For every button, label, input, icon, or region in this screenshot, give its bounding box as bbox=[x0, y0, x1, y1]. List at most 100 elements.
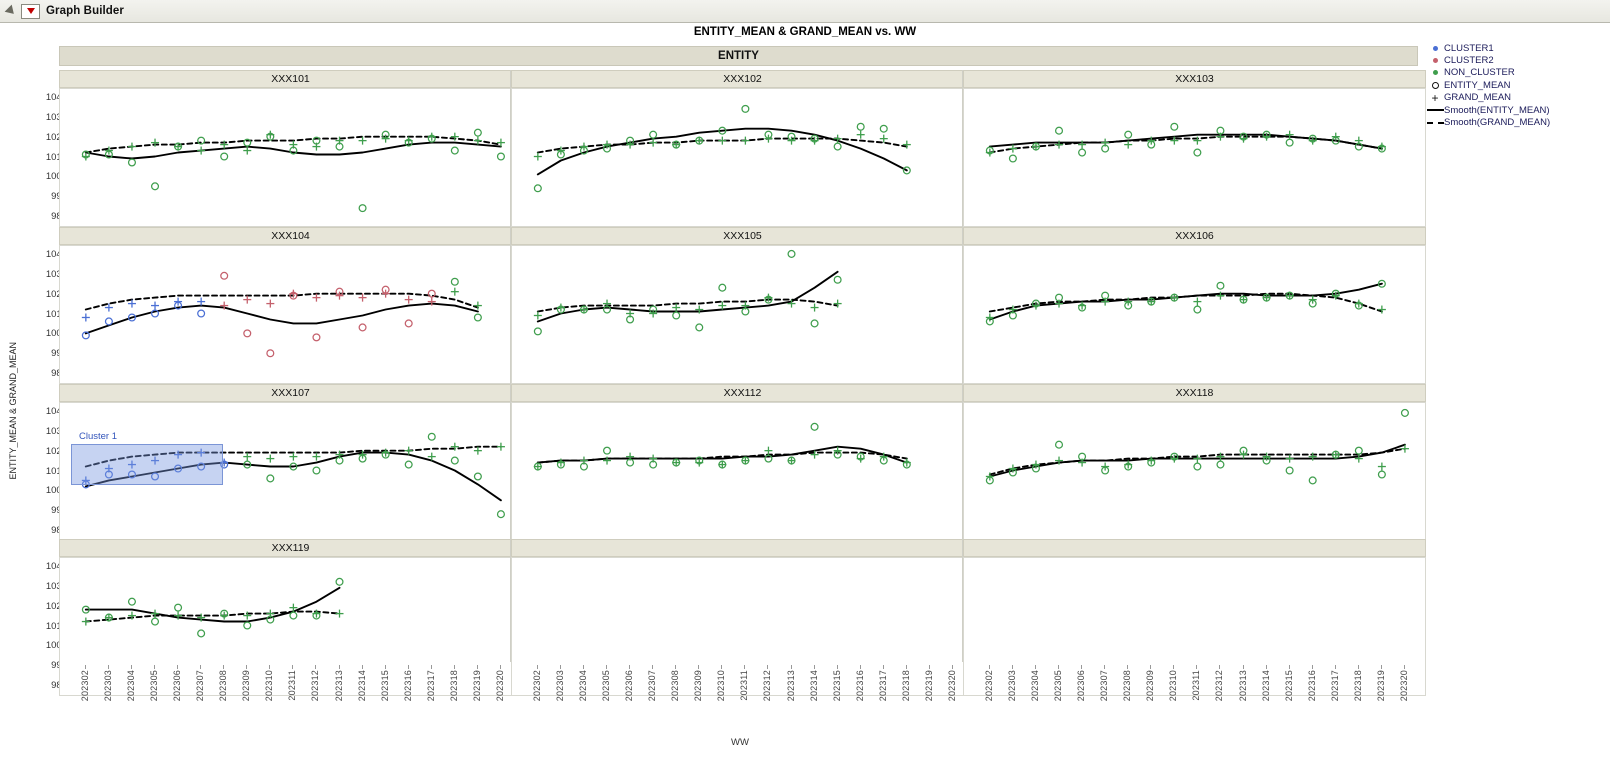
x-tick-label: 202304 bbox=[125, 670, 136, 702]
entity-mean-marker bbox=[1239, 446, 1248, 455]
window-titlebar: Graph Builder bbox=[0, 0, 1610, 23]
entity-mean-marker bbox=[556, 460, 565, 469]
entity-mean-marker bbox=[879, 124, 888, 133]
x-tick-mark bbox=[882, 665, 884, 669]
entity-mean-marker bbox=[335, 142, 344, 151]
grand-mean-marker bbox=[312, 452, 321, 461]
entity-mean-marker bbox=[718, 460, 727, 469]
x-tick-label: 202304 bbox=[1029, 670, 1040, 702]
panel-xxx102[interactable] bbox=[511, 88, 974, 227]
x-tick-label: 202302 bbox=[983, 670, 994, 702]
entity-mean-marker bbox=[1262, 130, 1271, 139]
entity-mean-marker bbox=[381, 450, 390, 459]
x-tick-label: 202314 bbox=[1260, 670, 1271, 702]
x-tick-mark bbox=[269, 665, 271, 669]
grand-mean-marker bbox=[533, 311, 542, 320]
cluster-selection-box[interactable] bbox=[71, 443, 224, 486]
grand-mean-marker bbox=[1055, 456, 1064, 465]
panel-xxx105[interactable] bbox=[511, 245, 974, 384]
legend-item-label: CLUSTER1 bbox=[1444, 42, 1494, 54]
x-tick-label: 202308 bbox=[670, 670, 681, 702]
x-tick-label: 202313 bbox=[333, 670, 344, 702]
grand-mean-marker bbox=[496, 138, 505, 147]
entity-mean-marker bbox=[450, 146, 459, 155]
grand-mean-marker bbox=[358, 136, 367, 145]
x-tick-label: 202304 bbox=[577, 670, 588, 702]
x-tick-mark bbox=[1380, 665, 1382, 669]
grand-mean-marker bbox=[879, 134, 888, 143]
entity-group-banner: ENTITY bbox=[59, 46, 1418, 66]
x-tick-mark bbox=[606, 665, 608, 669]
entity-mean-marker bbox=[1285, 466, 1294, 475]
panel-header-xxx118: XXX118 bbox=[963, 384, 1426, 402]
legend-item-label: NON_CLUSTER bbox=[1444, 67, 1515, 79]
entity-mean-marker bbox=[1031, 464, 1040, 473]
entity-mean-marker bbox=[150, 182, 160, 191]
entity-mean-marker bbox=[174, 603, 183, 612]
panel-xxx119[interactable] bbox=[59, 557, 522, 696]
entity-mean-marker bbox=[335, 456, 344, 465]
legend-plus-icon: + bbox=[1431, 90, 1439, 105]
y-tick-label: 1040 bbox=[45, 405, 67, 417]
y-tick-label: 1040 bbox=[45, 248, 67, 260]
legend-item-smooth-entity-mean[interactable]: Smooth(ENTITY_MEAN) bbox=[1426, 104, 1606, 116]
grand-mean-marker bbox=[1193, 136, 1202, 145]
panel-xxx118[interactable] bbox=[963, 402, 1426, 541]
x-tick-label: 202309 bbox=[241, 670, 252, 702]
y-tick-label: 1030 bbox=[45, 580, 67, 592]
grand-mean-marker bbox=[1262, 293, 1271, 302]
panel-plot bbox=[533, 249, 842, 336]
legend-item-cluster2[interactable]: CLUSTER2 bbox=[1426, 54, 1606, 66]
entity-mean-marker bbox=[266, 132, 275, 141]
x-tick-mark bbox=[1403, 665, 1405, 669]
grand-mean-marker bbox=[104, 613, 113, 622]
legend-item-smooth-grand-mean[interactable]: Smooth(GRAND_MEAN) bbox=[1426, 116, 1606, 128]
legend-item-grand-mean[interactable]: + GRAND_MEAN bbox=[1426, 92, 1606, 104]
x-tick-label: 202307 bbox=[1099, 670, 1110, 702]
grand-mean-marker bbox=[833, 299, 842, 308]
x-tick-label: 202317 bbox=[877, 670, 888, 702]
grand-mean-marker bbox=[473, 136, 482, 145]
y-tick-label: 1030 bbox=[45, 268, 67, 280]
panel-title: XXX106 bbox=[1175, 230, 1214, 242]
legend-item-non-cluster[interactable]: NON_CLUSTER bbox=[1426, 67, 1606, 79]
entity-mean-marker bbox=[626, 458, 635, 467]
panel-xxx107[interactable] bbox=[59, 402, 522, 541]
panel-title: XXX112 bbox=[723, 387, 762, 399]
panel-xxx101[interactable] bbox=[59, 88, 522, 227]
grand-mean-marker bbox=[902, 140, 911, 149]
entity-mean-marker bbox=[1101, 291, 1110, 300]
legend-item-cluster1[interactable]: CLUSTER1 bbox=[1426, 42, 1606, 54]
entity-mean-marker bbox=[1193, 462, 1202, 471]
panel-xxx112[interactable] bbox=[511, 402, 974, 541]
panel-header-xxx106: XXX106 bbox=[963, 227, 1426, 245]
x-tick-mark bbox=[582, 665, 584, 669]
grand-mean-marker bbox=[672, 303, 681, 312]
grand-mean-marker bbox=[335, 609, 344, 618]
panel-header-xxx107: XXX107 bbox=[59, 384, 522, 402]
panel-xxx106[interactable] bbox=[963, 245, 1426, 384]
entity-mean-marker bbox=[150, 472, 160, 481]
legend-item-label: CLUSTER2 bbox=[1444, 55, 1494, 67]
entity-mean-marker bbox=[266, 615, 275, 624]
grand-mean-marker bbox=[81, 617, 90, 626]
x-tick-mark bbox=[384, 665, 386, 669]
panel-xxx103[interactable] bbox=[963, 88, 1426, 227]
legend-item-label: GRAND_MEAN bbox=[1444, 92, 1512, 104]
entity-mean-marker bbox=[127, 313, 136, 322]
entity-mean-marker bbox=[833, 450, 842, 459]
legend-dot-icon bbox=[1426, 70, 1444, 76]
panel-xxx104[interactable] bbox=[59, 245, 522, 384]
entity-mean-marker bbox=[220, 271, 229, 280]
grand-mean-marker bbox=[718, 136, 727, 145]
red-dropdown-triangle-icon[interactable] bbox=[21, 3, 40, 19]
grand-mean-marker bbox=[358, 293, 367, 302]
smooth-entity-mean-line bbox=[84, 302, 479, 335]
y-tick-label: 1000 bbox=[45, 640, 67, 652]
panel-header-xxx104: XXX104 bbox=[59, 227, 522, 245]
entity-mean-marker bbox=[1285, 291, 1294, 300]
x-tick-label: 202302 bbox=[531, 670, 542, 702]
entity-mean-marker bbox=[695, 323, 704, 332]
disclosure-triangle-icon[interactable] bbox=[4, 4, 18, 18]
legend-item-entity-mean[interactable]: ENTITY_MEAN bbox=[1426, 79, 1606, 91]
